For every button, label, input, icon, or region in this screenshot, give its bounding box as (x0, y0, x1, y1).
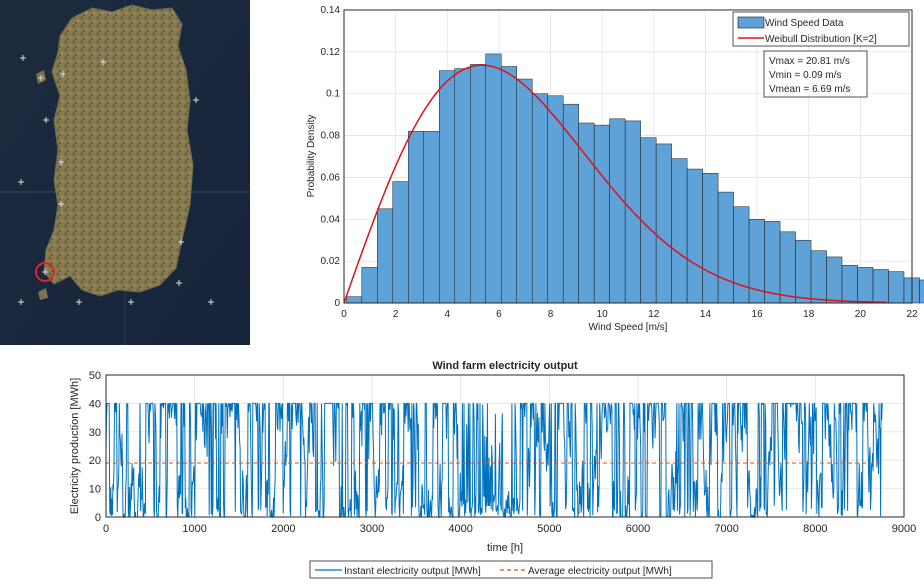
y-axis-label: Electricity production [MWh] (69, 378, 81, 514)
histogram-bar (423, 131, 440, 304)
annotation-vmin: Vmin = 0.09 m/s (769, 70, 842, 81)
x-tick-label: 7000 (714, 523, 738, 535)
histogram-bar (408, 131, 425, 304)
x-tick-label: 2000 (271, 523, 295, 535)
y-tick-label: 0 (95, 512, 101, 524)
x-tick-label: 6000 (626, 523, 650, 535)
x-tick-label: 6 (496, 309, 502, 320)
histogram-bar (826, 256, 843, 304)
histogram-bar (671, 158, 688, 304)
histogram-bar (346, 296, 363, 304)
stats-annotation: Vmax = 20.81 m/s Vmin = 0.09 m/s Vmean =… (763, 50, 868, 98)
histogram-bar (593, 124, 610, 304)
y-tick-label: 0.02 (321, 256, 341, 267)
histogram-bar (872, 269, 889, 304)
x-tick-label: 1000 (182, 523, 206, 535)
legend-item-bars: Wind Speed Data (765, 18, 844, 29)
plot-frame (105, 374, 905, 518)
x-tick-label: 22 (906, 309, 918, 320)
y-tick-label: 10 (89, 484, 101, 496)
x-tick-label: 20 (855, 309, 867, 320)
site-marker (35, 262, 55, 282)
tick-labels: 0 1000 2000 3000 4000 5000 6000 7000 8000 9000 0 10… (89, 370, 916, 535)
y-tick-label: 20 (89, 455, 101, 467)
legend-item-curve: Weibull Distribution [K=2] (765, 34, 877, 45)
x-tick-label: 18 (803, 309, 815, 320)
x-tick-label: 5000 (537, 523, 561, 535)
histogram-bar (516, 78, 533, 304)
y-tick-label: 0 (334, 298, 340, 309)
x-tick-label: 8000 (803, 523, 827, 535)
satellite-map (0, 0, 250, 345)
x-tick-label: 12 (648, 309, 660, 320)
y-tick-label: 50 (89, 370, 101, 382)
x-axis-label: Wind Speed [m/s] (589, 322, 668, 333)
y-tick-label: 0.06 (321, 172, 341, 183)
x-tick-label: 4000 (448, 523, 472, 535)
y-tick-label: 0.08 (321, 131, 341, 142)
histogram-bar (857, 267, 874, 304)
y-tick-label: 0.12 (321, 47, 341, 58)
x-tick-label: 16 (752, 309, 764, 320)
histogram-bar (810, 250, 827, 304)
x-tick-label: 0 (341, 309, 347, 320)
grid-point-markers (18, 55, 214, 305)
histogram-bar (764, 221, 781, 304)
histogram-bar (795, 239, 812, 304)
x-tick-label: 10 (597, 309, 609, 320)
chart-title: Wind farm electricity output (432, 360, 578, 372)
island-shape (43, 4, 194, 297)
legend: Instant electricity output [MWh] Average… (309, 560, 713, 579)
x-axis-label: time [h] (487, 542, 523, 554)
plot-frame (343, 9, 913, 304)
x-tick-label: 14 (700, 309, 712, 320)
histogram-bar (439, 70, 456, 304)
legend-item-instant: Instant electricity output [MWh] (344, 566, 481, 577)
histogram-bar (392, 181, 409, 304)
histogram-bar (841, 265, 858, 304)
histogram-bar (888, 271, 905, 304)
histogram-bar (470, 64, 486, 304)
histogram-bar (702, 172, 719, 304)
electricity-output-chart: Wind farm electricity output 0 1000 2000 30… (60, 355, 924, 581)
y-tick-label: 0.14 (321, 5, 341, 16)
legend-bar-swatch (737, 16, 765, 29)
annotation-vmax: Vmax = 20.81 m/s (769, 56, 850, 67)
legend-item-average: Average electricity output [MWh] (528, 566, 672, 577)
x-tick-label: 8 (548, 309, 554, 320)
y-tick-label: 40 (89, 398, 101, 410)
x-tick-label: 0 (103, 523, 109, 535)
legend: Wind Speed Data Weibull Distribution [K=… (732, 11, 910, 47)
histogram-bar (377, 208, 394, 304)
y-tick-label: 0.04 (321, 214, 341, 225)
histogram-bar (779, 231, 796, 304)
y-tick-label: 30 (89, 427, 101, 439)
histogram-bar (655, 143, 672, 304)
histogram-bar (485, 53, 502, 304)
y-axis-label: Probability Density (306, 115, 317, 198)
histogram-bar (547, 95, 564, 304)
histogram-bar (454, 68, 471, 304)
x-tick-label: 9000 (892, 523, 916, 535)
histogram-bar (361, 267, 378, 304)
histogram-bar (531, 93, 548, 304)
histogram-bar (640, 137, 657, 304)
x-tick-label: 4 (444, 309, 450, 320)
histogram-bar (733, 206, 750, 304)
histogram-bar (562, 103, 579, 304)
weibull-curve (343, 64, 887, 304)
annotation-vmean: Vmean = 6.69 m/s (769, 84, 850, 95)
tick-labels: 0 2 4 6 8 10 12 14 16 18 20 22 0 0.02 0.04 0.06 0.08 0.1 0… (321, 5, 918, 320)
histogram-bar (609, 118, 626, 304)
histogram-bar (686, 168, 703, 304)
x-tick-label: 2 (393, 309, 399, 320)
y-tick-label: 0.1 (326, 89, 340, 100)
wind-speed-histogram: 0 2 4 6 8 10 12 14 16 18 20 22 0 0.02 0.04 0.06 0.08 0.1 0… (300, 0, 924, 345)
x-tick-label: 3000 (360, 523, 384, 535)
histogram-bar (500, 66, 517, 304)
instant-output-line (105, 401, 883, 519)
histogram-bar (717, 191, 734, 304)
histogram-bar (919, 279, 924, 304)
